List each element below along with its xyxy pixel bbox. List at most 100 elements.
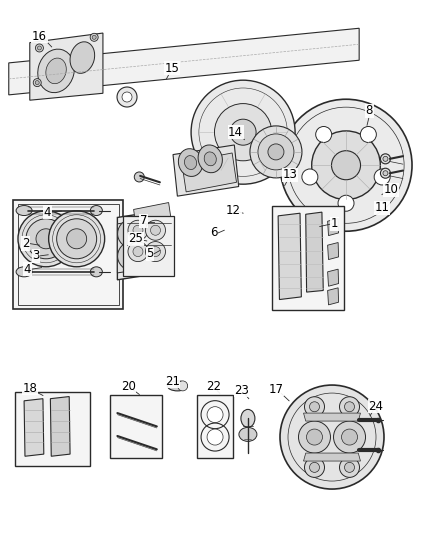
- Polygon shape: [182, 153, 237, 192]
- Text: 23: 23: [234, 384, 249, 397]
- Ellipse shape: [145, 241, 166, 262]
- Bar: [15, 392, 90, 466]
- Ellipse shape: [151, 225, 160, 235]
- Ellipse shape: [239, 427, 257, 441]
- Circle shape: [36, 229, 56, 249]
- Text: 21: 21: [165, 375, 180, 387]
- Circle shape: [57, 219, 97, 259]
- Ellipse shape: [70, 42, 95, 74]
- Circle shape: [258, 134, 294, 170]
- Ellipse shape: [117, 87, 137, 107]
- Polygon shape: [328, 243, 339, 260]
- Ellipse shape: [178, 149, 203, 176]
- Polygon shape: [328, 269, 339, 286]
- Ellipse shape: [128, 241, 148, 262]
- Bar: [18, 204, 119, 305]
- Ellipse shape: [241, 409, 255, 427]
- Text: 24: 24: [368, 400, 383, 413]
- Circle shape: [35, 80, 39, 85]
- Circle shape: [338, 195, 354, 211]
- Text: 3: 3: [32, 249, 39, 262]
- Ellipse shape: [167, 381, 187, 391]
- Circle shape: [92, 35, 96, 39]
- Circle shape: [18, 211, 74, 267]
- Circle shape: [280, 385, 384, 489]
- Polygon shape: [306, 212, 323, 292]
- Text: 18: 18: [22, 382, 37, 394]
- Ellipse shape: [90, 267, 102, 277]
- Ellipse shape: [126, 248, 141, 264]
- Text: 22: 22: [206, 381, 221, 393]
- Circle shape: [374, 169, 390, 185]
- Circle shape: [345, 402, 354, 412]
- Text: 20: 20: [121, 380, 136, 393]
- Ellipse shape: [118, 241, 149, 271]
- Text: 12: 12: [226, 204, 241, 216]
- Circle shape: [134, 172, 144, 182]
- Circle shape: [332, 151, 360, 180]
- Polygon shape: [328, 219, 339, 236]
- Circle shape: [310, 402, 319, 412]
- Circle shape: [26, 219, 66, 259]
- Polygon shape: [24, 399, 44, 456]
- Ellipse shape: [90, 206, 102, 215]
- Bar: [197, 395, 233, 458]
- Polygon shape: [328, 288, 339, 305]
- Text: 7: 7: [140, 214, 148, 227]
- Circle shape: [298, 421, 331, 453]
- Ellipse shape: [204, 152, 216, 166]
- Circle shape: [307, 429, 322, 445]
- Circle shape: [383, 171, 388, 176]
- Circle shape: [67, 229, 87, 249]
- Text: 16: 16: [32, 30, 47, 43]
- Circle shape: [304, 397, 325, 417]
- Circle shape: [312, 131, 380, 199]
- Circle shape: [35, 44, 43, 52]
- Circle shape: [381, 168, 390, 178]
- Ellipse shape: [16, 206, 32, 215]
- Polygon shape: [117, 217, 160, 273]
- Circle shape: [191, 80, 295, 184]
- Circle shape: [381, 154, 390, 164]
- Bar: [123, 216, 174, 276]
- Bar: [13, 200, 123, 309]
- Circle shape: [316, 126, 332, 142]
- Circle shape: [310, 462, 319, 472]
- Circle shape: [250, 126, 302, 178]
- Circle shape: [360, 126, 376, 142]
- Circle shape: [383, 156, 388, 161]
- Circle shape: [339, 397, 360, 417]
- Ellipse shape: [38, 49, 74, 93]
- Text: 8: 8: [366, 104, 373, 117]
- Ellipse shape: [178, 381, 187, 391]
- Circle shape: [207, 407, 223, 423]
- Text: 17: 17: [268, 383, 283, 395]
- Polygon shape: [278, 213, 301, 300]
- Ellipse shape: [46, 58, 66, 84]
- Text: 5: 5: [146, 247, 153, 260]
- Ellipse shape: [16, 267, 32, 277]
- Polygon shape: [117, 209, 169, 280]
- Text: 4: 4: [43, 206, 51, 219]
- Circle shape: [268, 144, 284, 160]
- Circle shape: [339, 457, 360, 478]
- Text: 1: 1: [331, 217, 339, 230]
- Circle shape: [49, 211, 105, 267]
- Bar: [110, 395, 162, 458]
- Polygon shape: [304, 453, 360, 461]
- Bar: [272, 206, 344, 310]
- Polygon shape: [9, 28, 359, 95]
- Ellipse shape: [198, 145, 223, 173]
- Ellipse shape: [133, 247, 143, 256]
- Circle shape: [207, 429, 223, 445]
- Text: 11: 11: [374, 201, 389, 214]
- Text: 4: 4: [24, 263, 32, 276]
- Ellipse shape: [184, 156, 197, 169]
- Text: 25: 25: [128, 232, 143, 245]
- Ellipse shape: [118, 219, 149, 248]
- Circle shape: [90, 33, 98, 42]
- Text: 10: 10: [383, 183, 398, 196]
- Ellipse shape: [151, 247, 160, 256]
- Ellipse shape: [145, 220, 166, 240]
- Text: 15: 15: [165, 62, 180, 75]
